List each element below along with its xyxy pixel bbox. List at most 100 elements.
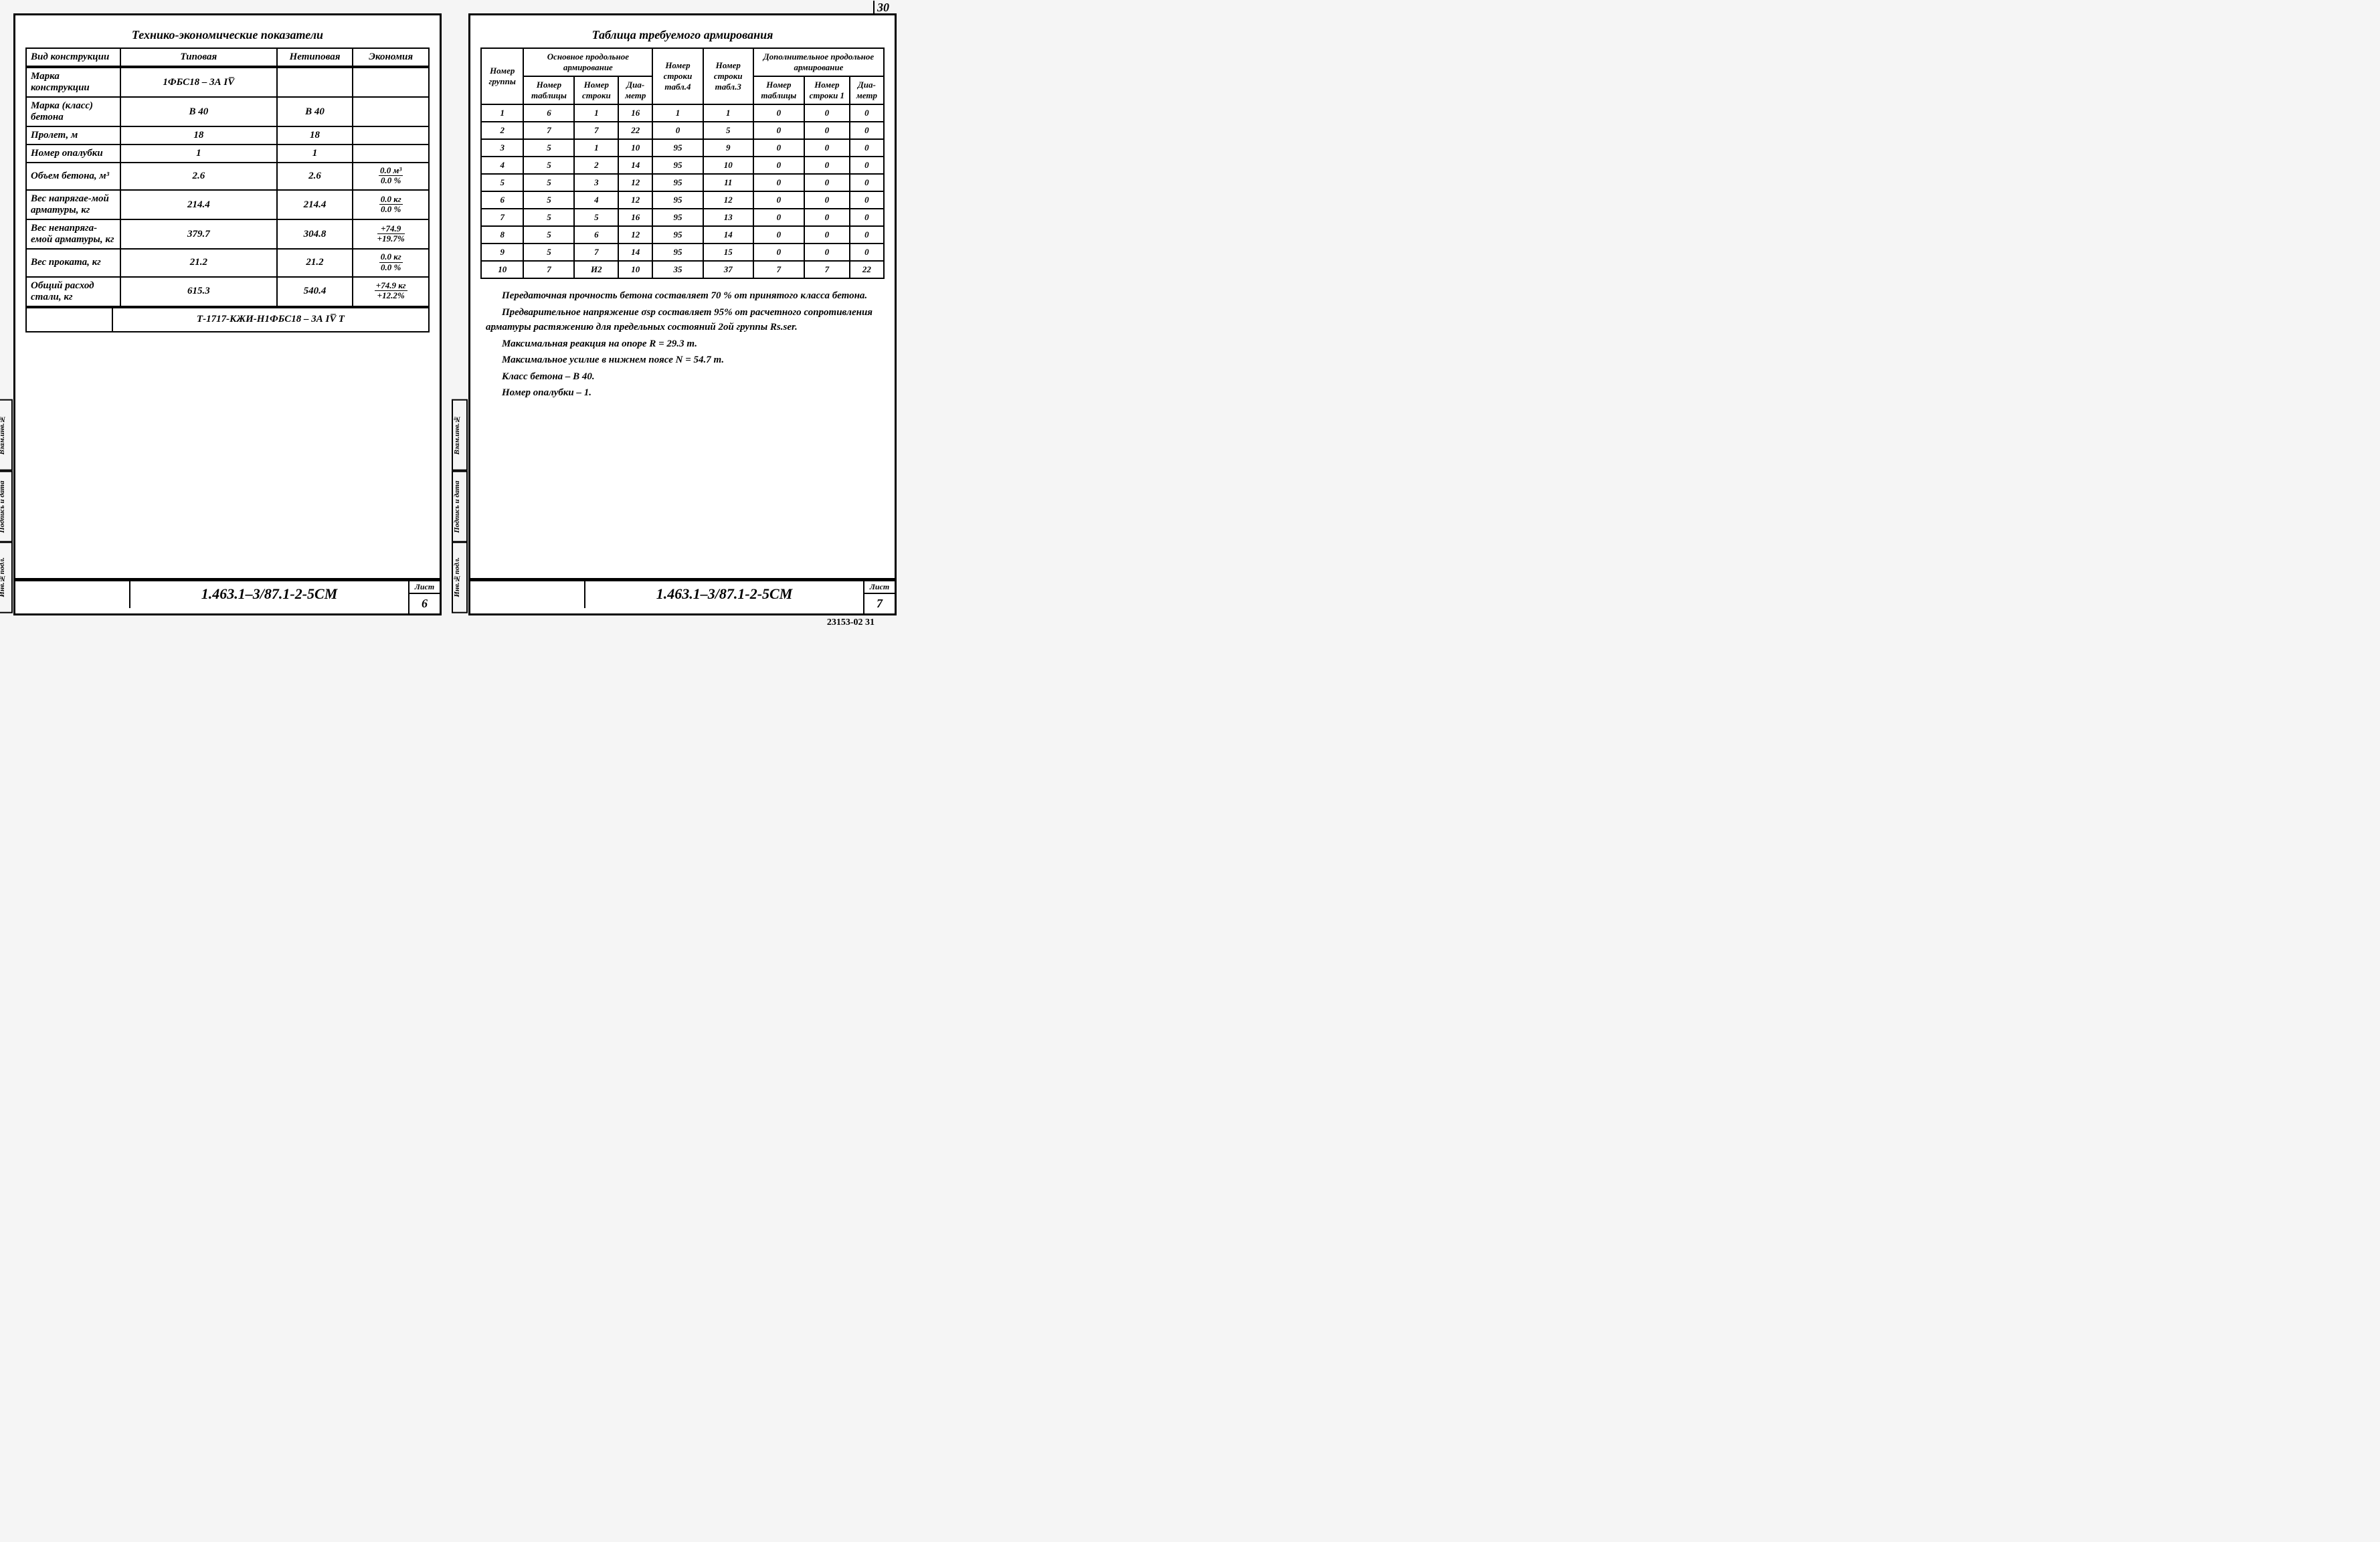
- economy: +74.9 кг+12.2%: [353, 277, 429, 306]
- table-row: Общий расход стали, кг615.3540.4+74.9 кг…: [26, 277, 429, 306]
- row-label: Вес напрягае-мой арматуры, кг: [26, 190, 120, 219]
- cell: 15: [703, 244, 753, 261]
- cell: 95: [652, 174, 703, 191]
- economy: [353, 126, 429, 144]
- cell: 6: [481, 191, 523, 209]
- side-cell: Взам.инв.№: [452, 399, 468, 471]
- typical: 615.3: [120, 277, 277, 306]
- cell: 1: [652, 104, 703, 122]
- sheet-label: Лист: [864, 581, 895, 594]
- cell: 7: [574, 244, 618, 261]
- cell: 1: [574, 104, 618, 122]
- cell: 1: [481, 104, 523, 122]
- header: Вид конструкции: [26, 48, 120, 66]
- table-row: 2772205000: [481, 122, 884, 139]
- row-label: Номер опалубки: [26, 144, 120, 163]
- cell: 10: [703, 157, 753, 174]
- header: Типовая: [120, 48, 277, 66]
- cell: 0: [753, 174, 804, 191]
- cell: 11: [703, 174, 753, 191]
- cell: 0: [850, 244, 884, 261]
- side-cell: Взам.инв.№: [0, 399, 13, 471]
- footer: 1.463.1–3/87.1-2-5СМ Лист 6: [15, 578, 440, 613]
- economy: +74.9+19.7%: [353, 219, 429, 249]
- col-t3: Номер строки табл.3: [703, 48, 753, 104]
- page-number: 30: [873, 1, 889, 15]
- table-row: 755169513000: [481, 209, 884, 226]
- nontypical: 214.4: [277, 190, 353, 219]
- typical: 1ФБС18 – 3А IV̅: [120, 68, 277, 97]
- note-line: Номер опалубки – 1.: [486, 385, 879, 401]
- bottom-ref: 23153-02 31: [827, 617, 875, 628]
- sheet-num: 7: [864, 594, 895, 613]
- cell: И2: [574, 261, 618, 278]
- table-row: 553129511000: [481, 174, 884, 191]
- cell: 0: [804, 226, 850, 244]
- col-t4: Номер строки табл.4: [652, 48, 703, 104]
- cell: 5: [481, 174, 523, 191]
- side-cell: Подпись и дата: [452, 471, 468, 543]
- cell: 5: [703, 122, 753, 139]
- cell: 14: [703, 226, 753, 244]
- nontypical: В 40: [277, 97, 353, 126]
- cell: 0: [850, 157, 884, 174]
- doc-code: 1.463.1–3/87.1-2-5СМ: [585, 581, 863, 613]
- note-line: Максимальное усилие в нижнем поясе N = 5…: [486, 353, 879, 368]
- col-addl: Дополнительное продольное армирование: [753, 48, 884, 76]
- table-row: Вес ненапряга-емой арматуры, кг379.7304.…: [26, 219, 429, 249]
- side-cell: Инв.№подл.: [0, 542, 13, 613]
- footer-left: [470, 581, 585, 608]
- col-group: Номер группы: [481, 48, 523, 104]
- cell: 2: [574, 157, 618, 174]
- side-labels: Взам.инв.№ Подпись и дата Инв.№подл.: [452, 399, 468, 613]
- cell: 0: [850, 226, 884, 244]
- row-label: Марка (класс) бетона: [26, 97, 120, 126]
- row-label: Объем бетона, м³: [26, 163, 120, 190]
- cell: 0: [804, 104, 850, 122]
- cell: 22: [618, 122, 652, 139]
- cell: 10: [618, 261, 652, 278]
- nontypical: 21.2: [277, 249, 353, 276]
- cell: 0: [753, 226, 804, 244]
- sub-col: Номер строки 1: [804, 76, 850, 104]
- cell: 0: [850, 139, 884, 157]
- cell: 5: [523, 226, 574, 244]
- table-row: Марка (класс) бетонаВ 40В 40: [26, 97, 429, 126]
- cell: 0: [850, 209, 884, 226]
- header: Экономия: [353, 48, 429, 66]
- spec-code: Т-1717-КЖИ-Н1ФБС18 – 3А IV̅ Т: [112, 308, 429, 332]
- cell: 7: [574, 122, 618, 139]
- cell: 0: [850, 191, 884, 209]
- typical: 18: [120, 126, 277, 144]
- side-labels: Взам.инв.№ Подпись и дата Инв.№подл.: [0, 399, 13, 613]
- col-main: Основное продольное армирование: [523, 48, 652, 76]
- cell: 7: [523, 122, 574, 139]
- table-row: 1611611000: [481, 104, 884, 122]
- cell: 95: [652, 139, 703, 157]
- note-line: Передаточная прочность бетона составляет…: [486, 288, 879, 304]
- cell: 0: [753, 244, 804, 261]
- typical: 214.4: [120, 190, 277, 219]
- cell: 0: [850, 122, 884, 139]
- doc-code: 1.463.1–3/87.1-2-5СМ: [130, 581, 408, 613]
- cell: 7: [804, 261, 850, 278]
- cell: 5: [523, 209, 574, 226]
- cell: 7: [523, 261, 574, 278]
- row-label: Вес ненапряга-емой арматуры, кг: [26, 219, 120, 249]
- nontypical: 1: [277, 144, 353, 163]
- cell: 10: [481, 261, 523, 278]
- sheet-box: Лист 6: [408, 581, 440, 613]
- cell: 12: [618, 174, 652, 191]
- table-row: Номер опалубки11: [26, 144, 429, 163]
- sub-col: Диа-метр: [850, 76, 884, 104]
- sheet-label: Лист: [409, 581, 440, 594]
- cell: 0: [804, 139, 850, 157]
- row-label: Общий расход стали, кг: [26, 277, 120, 306]
- cell: 16: [618, 209, 652, 226]
- header: Нетиповая: [277, 48, 353, 66]
- cell: 6: [523, 104, 574, 122]
- note-line: Предварительное напряжение σsp составляе…: [486, 305, 879, 335]
- cell: 0: [753, 209, 804, 226]
- header-row: Вид конструкции Типовая Нетиповая Эконом…: [26, 48, 429, 66]
- typical: 21.2: [120, 249, 277, 276]
